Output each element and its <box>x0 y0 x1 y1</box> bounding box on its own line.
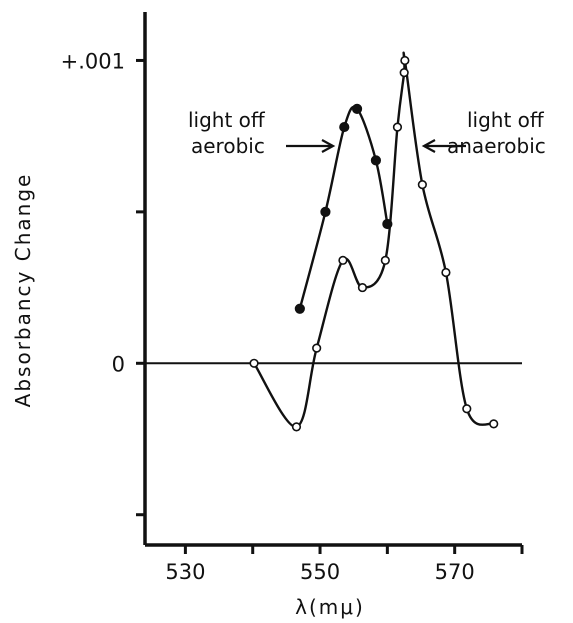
series-2-point <box>357 282 368 293</box>
series-2-point <box>399 67 409 78</box>
series-2-point <box>338 255 348 265</box>
series-1-line <box>298 105 389 310</box>
x-axis-title: λ(mμ) <box>295 595 365 619</box>
series-1-point <box>294 303 305 314</box>
annotation-aerobic-line2: aerobic <box>191 134 265 158</box>
series-2-line <box>253 51 495 429</box>
ticks <box>136 58 524 554</box>
series-1-point <box>370 155 382 166</box>
axes <box>143 12 522 547</box>
series-1-point <box>339 121 350 133</box>
x-tick-label: 570 <box>435 560 475 584</box>
annotation-aerobic-arrow <box>286 139 336 153</box>
y-axis-title: Absorbancy Change <box>11 173 35 408</box>
annotation-anaerobic: light off anaerobic <box>421 108 546 158</box>
series-1-point <box>382 218 393 230</box>
series-1-point <box>351 103 363 115</box>
series-2-point <box>392 122 403 132</box>
series-2-point <box>441 267 451 278</box>
series-2-point <box>249 358 259 368</box>
tick-labels: 530 550 570 0 +.001 <box>61 49 475 584</box>
series-2-point <box>462 404 472 414</box>
x-tick-label: 530 <box>165 560 205 584</box>
series-2-point <box>291 422 302 432</box>
series-2-point <box>380 255 390 265</box>
series-2-point <box>489 419 499 429</box>
series-2-point <box>400 55 410 66</box>
arrow-aerobic-head <box>321 139 336 153</box>
series-1-point <box>320 206 331 217</box>
series-2-point <box>417 180 427 190</box>
annotation-anaerobic-arrow <box>421 139 466 153</box>
annotation-aerobic-line1: light off <box>188 108 266 132</box>
series-markers <box>249 55 499 432</box>
series-2-point <box>312 343 322 353</box>
series-curves <box>253 51 495 429</box>
x-tick-label: 550 <box>300 560 340 584</box>
y-tick-label: +.001 <box>61 49 125 73</box>
annotation-anaerobic-line1: light off <box>467 108 545 132</box>
y-tick-label: 0 <box>112 352 125 376</box>
arrow-anaerobic-head <box>421 139 436 153</box>
annotation-aerobic: light off aerobic <box>188 108 336 158</box>
